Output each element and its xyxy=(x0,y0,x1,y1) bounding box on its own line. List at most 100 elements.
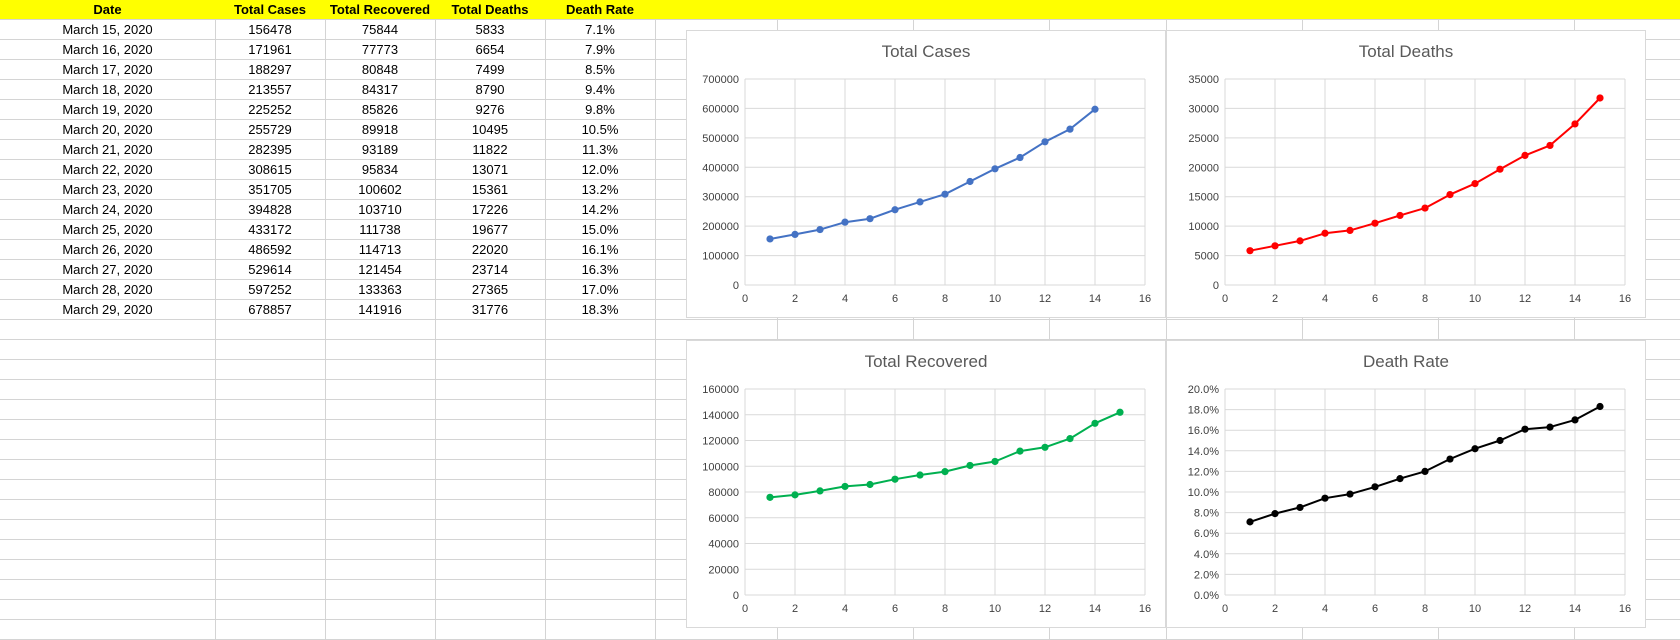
cell-total-deaths[interactable]: 31776 xyxy=(471,302,509,317)
data-point[interactable] xyxy=(991,165,999,173)
header-total-deaths[interactable]: Total Deaths xyxy=(451,2,529,17)
cell-total-deaths[interactable]: 23714 xyxy=(471,262,509,277)
cell-total-cases[interactable]: 529614 xyxy=(248,262,292,277)
cell-total-deaths[interactable]: 15361 xyxy=(471,182,509,197)
data-point[interactable] xyxy=(966,461,974,470)
cell-total-recovered[interactable]: 121454 xyxy=(358,262,402,277)
chart-total-deaths[interactable]: Total Deaths 0 5000 10000 15000 20000 25000 300… xyxy=(1166,30,1646,318)
data-point[interactable] xyxy=(816,487,824,495)
cell-death-rate[interactable]: 9.8% xyxy=(585,102,615,117)
data-point[interactable] xyxy=(1446,455,1454,463)
cell-total-cases[interactable]: 597252 xyxy=(248,282,292,297)
data-point[interactable] xyxy=(791,491,799,499)
data-point[interactable] xyxy=(1296,503,1304,512)
cell-total-recovered[interactable]: 93189 xyxy=(361,142,399,157)
cell-total-cases[interactable]: 255729 xyxy=(248,122,292,137)
cell-total-recovered[interactable]: 89918 xyxy=(361,122,399,137)
cell-date[interactable]: March 27, 2020 xyxy=(62,262,153,277)
data-point[interactable] xyxy=(1066,435,1074,443)
cell-total-recovered[interactable]: 133363 xyxy=(358,282,402,297)
data-point[interactable] xyxy=(891,206,899,214)
cell-death-rate[interactable]: 8.5% xyxy=(585,62,615,77)
data-point[interactable] xyxy=(1421,467,1429,475)
cell-death-rate[interactable]: 17.0% xyxy=(581,282,619,297)
data-point[interactable] xyxy=(866,215,874,223)
cell-total-cases[interactable]: 213557 xyxy=(248,82,292,97)
data-point[interactable] xyxy=(966,177,974,186)
cell-total-recovered[interactable]: 84317 xyxy=(361,82,399,97)
data-point[interactable] xyxy=(1346,226,1354,235)
data-point[interactable] xyxy=(1091,419,1099,427)
data-point[interactable] xyxy=(1471,445,1479,453)
header-total-cases[interactable]: Total Cases xyxy=(233,2,306,17)
cell-total-deaths[interactable]: 8790 xyxy=(475,82,505,97)
chart-death-rate[interactable]: Death Rate 0.0% 2.0% 4.0% 6.0% 8.0% 10.0% 12.0%… xyxy=(1166,340,1646,628)
data-point[interactable] xyxy=(1571,120,1579,128)
cell-total-deaths[interactable]: 13071 xyxy=(471,162,509,177)
cell-total-cases[interactable]: 351705 xyxy=(248,182,292,197)
cell-death-rate[interactable]: 13.2% xyxy=(581,182,619,197)
cell-death-rate[interactable]: 9.4% xyxy=(585,82,615,97)
cell-total-recovered[interactable]: 111738 xyxy=(359,222,401,237)
data-point[interactable] xyxy=(1546,423,1554,431)
cell-total-deaths[interactable]: 10495 xyxy=(471,122,509,137)
cell-total-cases[interactable]: 486592 xyxy=(248,242,292,257)
cell-total-recovered[interactable]: 100602 xyxy=(358,182,402,197)
cell-total-recovered[interactable]: 85826 xyxy=(361,102,399,117)
data-point[interactable] xyxy=(791,230,799,238)
cell-death-rate[interactable]: 10.5% xyxy=(581,122,619,137)
cell-total-deaths[interactable]: 11822 xyxy=(472,142,508,157)
cell-death-rate[interactable]: 15.0% xyxy=(581,222,619,237)
data-point[interactable] xyxy=(1396,475,1404,483)
cell-total-cases[interactable]: 308615 xyxy=(248,162,292,177)
header-total-recovered[interactable]: Total Recovered xyxy=(329,2,431,17)
cell-death-rate[interactable]: 16.3% xyxy=(581,262,619,277)
data-point[interactable] xyxy=(891,475,899,483)
cell-total-recovered[interactable]: 103710 xyxy=(358,202,402,217)
data-point[interactable] xyxy=(1596,402,1604,411)
cell-date[interactable]: March 17, 2020 xyxy=(62,62,153,77)
cell-death-rate[interactable]: 16.1% xyxy=(581,242,619,257)
data-point[interactable] xyxy=(866,480,874,489)
cell-date[interactable]: March 21, 2020 xyxy=(62,142,153,157)
data-point[interactable] xyxy=(941,190,949,198)
cell-total-cases[interactable]: 282395 xyxy=(248,142,292,157)
cell-death-rate[interactable]: 11.3% xyxy=(582,142,618,157)
cell-date[interactable]: March 26, 2020 xyxy=(62,242,153,257)
cell-date[interactable]: March 29, 2020 xyxy=(62,302,153,317)
cell-date[interactable]: March 23, 2020 xyxy=(62,182,153,197)
cell-death-rate[interactable]: 7.1% xyxy=(585,22,615,37)
data-point[interactable] xyxy=(991,457,999,466)
data-point[interactable] xyxy=(1321,494,1329,502)
data-point[interactable] xyxy=(1321,229,1329,237)
cell-total-recovered[interactable]: 114713 xyxy=(358,242,402,257)
data-point[interactable] xyxy=(1016,153,1024,162)
data-point[interactable] xyxy=(1296,237,1304,245)
cell-total-recovered[interactable]: 80848 xyxy=(361,62,399,77)
cell-date[interactable]: March 19, 2020 xyxy=(62,102,153,117)
cell-total-recovered[interactable]: 77773 xyxy=(361,42,399,57)
cell-total-deaths[interactable]: 22020 xyxy=(471,242,509,257)
data-point[interactable] xyxy=(1521,151,1529,159)
data-point[interactable] xyxy=(1016,447,1024,455)
data-point[interactable] xyxy=(1496,436,1504,445)
data-point[interactable] xyxy=(1041,443,1049,451)
cell-total-cases[interactable]: 433172 xyxy=(248,222,292,237)
cell-total-cases[interactable]: 171961 xyxy=(248,42,292,57)
cell-total-cases[interactable]: 156478 xyxy=(248,22,292,37)
data-point[interactable] xyxy=(1346,490,1354,498)
data-point[interactable] xyxy=(916,471,924,479)
cell-death-rate[interactable]: 7.9% xyxy=(585,42,615,57)
data-point[interactable] xyxy=(1521,425,1529,433)
data-point[interactable] xyxy=(1421,204,1429,212)
cell-date[interactable]: March 22, 2020 xyxy=(62,162,153,177)
data-point[interactable] xyxy=(841,482,849,491)
cell-date[interactable]: March 24, 2020 xyxy=(62,202,153,217)
data-point[interactable] xyxy=(1116,408,1124,416)
data-point[interactable] xyxy=(841,218,849,226)
data-point[interactable] xyxy=(1496,165,1504,173)
cell-date[interactable]: March 18, 2020 xyxy=(62,82,153,97)
header-death-rate[interactable]: Death Rate xyxy=(566,2,634,17)
cell-total-cases[interactable]: 225252 xyxy=(248,102,292,117)
cell-death-rate[interactable]: 14.2% xyxy=(581,202,619,217)
